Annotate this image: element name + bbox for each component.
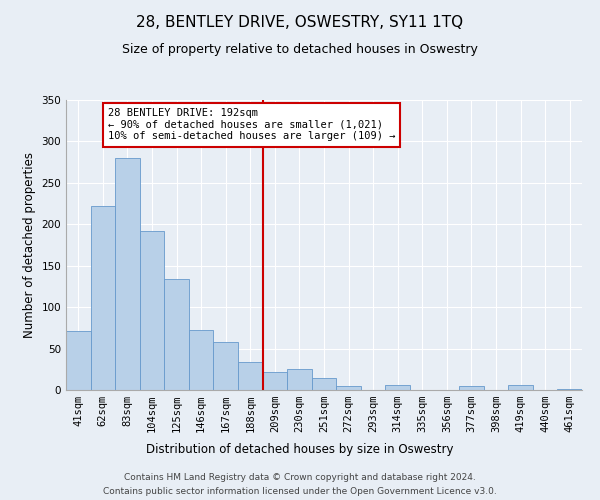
Bar <box>189 330 214 390</box>
Bar <box>557 389 582 390</box>
Text: Contains public sector information licensed under the Open Government Licence v3: Contains public sector information licen… <box>103 488 497 496</box>
Bar <box>312 378 336 390</box>
Text: Contains HM Land Registry data © Crown copyright and database right 2024.: Contains HM Land Registry data © Crown c… <box>124 472 476 482</box>
Bar <box>91 206 115 390</box>
Bar <box>508 385 533 390</box>
Bar <box>115 158 140 390</box>
Bar <box>164 279 189 390</box>
Text: Distribution of detached houses by size in Oswestry: Distribution of detached houses by size … <box>146 442 454 456</box>
Bar <box>214 342 238 390</box>
Bar <box>336 386 361 390</box>
Bar <box>263 372 287 390</box>
Bar <box>385 385 410 390</box>
Bar <box>140 231 164 390</box>
Bar <box>66 331 91 390</box>
Bar <box>459 386 484 390</box>
Text: Size of property relative to detached houses in Oswestry: Size of property relative to detached ho… <box>122 42 478 56</box>
Text: 28, BENTLEY DRIVE, OSWESTRY, SY11 1TQ: 28, BENTLEY DRIVE, OSWESTRY, SY11 1TQ <box>136 15 464 30</box>
Text: 28 BENTLEY DRIVE: 192sqm
← 90% of detached houses are smaller (1,021)
10% of sem: 28 BENTLEY DRIVE: 192sqm ← 90% of detach… <box>108 108 395 142</box>
Y-axis label: Number of detached properties: Number of detached properties <box>23 152 36 338</box>
Bar <box>287 370 312 390</box>
Bar <box>238 362 263 390</box>
